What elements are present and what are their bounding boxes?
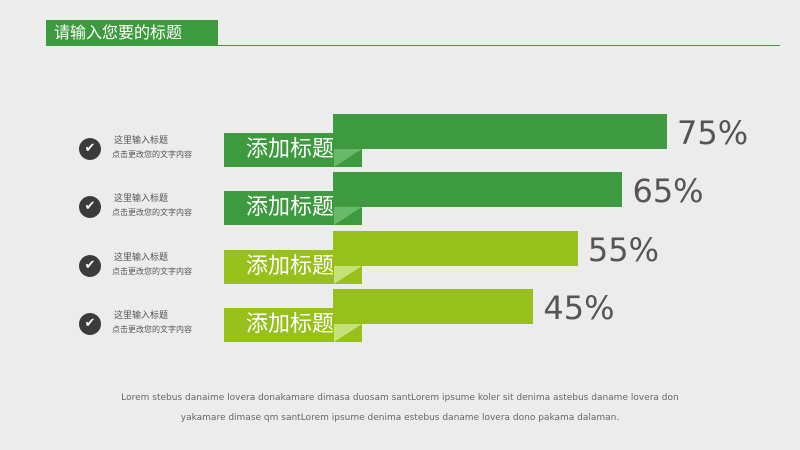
side-item-title: 这里输入标题 bbox=[114, 311, 169, 321]
side-item-title: 这里输入标题 bbox=[114, 136, 169, 146]
side-item-desc: 点击更改您的文字内容 bbox=[112, 208, 192, 217]
check-circle-icon: ✔ bbox=[79, 138, 101, 160]
bar-fold-shadow bbox=[334, 324, 362, 342]
page-title: 请输入您要的标题 bbox=[46, 20, 218, 46]
bar bbox=[333, 231, 578, 266]
value-label: 45% bbox=[543, 289, 615, 327]
side-item-desc: 点击更改您的文字内容 bbox=[112, 150, 192, 159]
bar bbox=[333, 289, 534, 324]
bar-fold-shadow bbox=[334, 207, 362, 225]
check-circle-icon: ✔ bbox=[79, 196, 101, 218]
footer-text-line-1: Lorem stebus danaime lovera donakamare d… bbox=[121, 393, 679, 403]
check-circle-icon: ✔ bbox=[79, 255, 101, 277]
value-label: 75% bbox=[677, 114, 749, 152]
side-item-title: 这里输入标题 bbox=[114, 253, 169, 263]
bar bbox=[333, 172, 623, 207]
title-underline bbox=[46, 45, 780, 46]
bar-fold-shadow bbox=[334, 149, 362, 167]
check-circle-icon: ✔ bbox=[79, 313, 101, 335]
side-item-desc: 点击更改您的文字内容 bbox=[112, 267, 192, 276]
value-label: 55% bbox=[587, 231, 660, 269]
bar-fold-shadow bbox=[334, 266, 362, 284]
side-item-desc: 点击更改您的文字内容 bbox=[112, 325, 192, 334]
side-item-title: 这里输入标题 bbox=[114, 194, 169, 204]
value-label: 65% bbox=[632, 172, 704, 210]
footer-text-line-2: yakamare dimase qm santLorem ipsume deni… bbox=[180, 413, 620, 423]
bar bbox=[333, 114, 667, 149]
